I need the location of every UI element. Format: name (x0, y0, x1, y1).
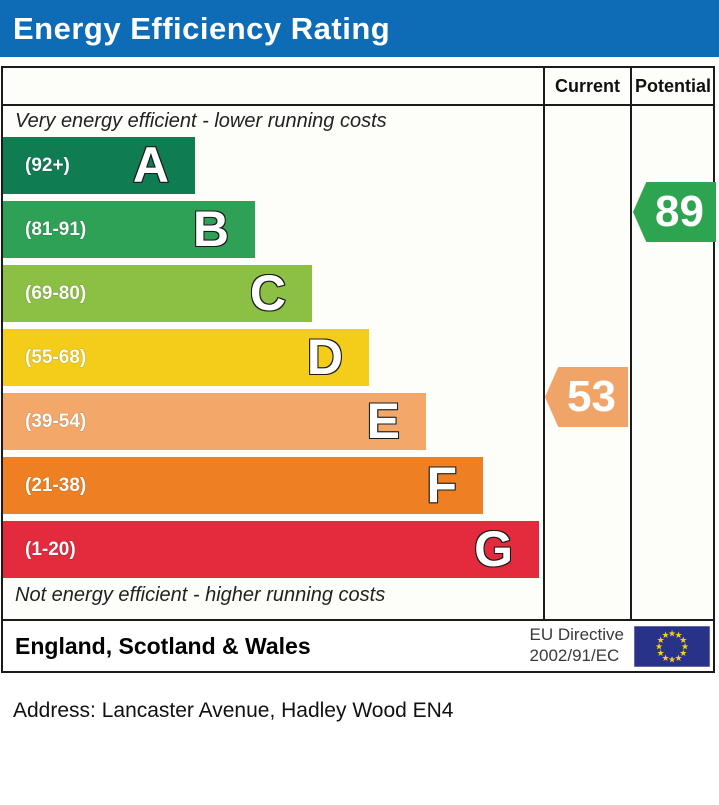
column-header-current: Current (554, 76, 620, 96)
svg-text:★: ★ (668, 655, 676, 665)
svg-text:★: ★ (674, 631, 682, 641)
potential-rating-arrow: 89 (633, 182, 716, 242)
column-divider-potential (630, 68, 632, 619)
band-g-letter: G (473, 520, 514, 578)
svg-text:★: ★ (668, 629, 676, 639)
band-c: (69-80) C (3, 264, 312, 322)
band-a-range: (92+) (25, 154, 70, 176)
svg-text:★: ★ (661, 653, 669, 663)
caption-not-efficient: Not energy efficient - higher running co… (15, 584, 386, 606)
svg-text:★: ★ (661, 631, 669, 641)
band-g-range: (1-20) (25, 538, 76, 560)
current-rating-value: 53 (567, 372, 616, 421)
band-d: (55-68) D (3, 328, 369, 386)
svg-text:★: ★ (655, 642, 663, 652)
footer-right-group: EU Directive 2002/91/EC ★ ★ ★ ★ ★ ★ ★ ★ … (530, 625, 713, 667)
svg-text:★: ★ (679, 636, 687, 646)
band-e-letter: E (366, 392, 401, 450)
region-label: England, Scotland & Wales (15, 632, 311, 659)
column-divider-current (543, 68, 545, 619)
svg-text:★: ★ (674, 653, 682, 663)
band-e-range: (39-54) (25, 410, 87, 432)
svg-text:★: ★ (679, 649, 687, 659)
chart-title-bar: Energy Efficiency Rating (0, 0, 719, 57)
band-c-range: (69-80) (25, 282, 87, 304)
band-a: (92+) A (3, 136, 195, 194)
column-header-potential: Potential (634, 76, 711, 96)
band-b-letter: B (192, 200, 230, 258)
band-f-letter: F (425, 456, 458, 514)
rating-table: Current Potential Very energy efficient … (1, 66, 716, 621)
current-rating-arrow: 53 (545, 367, 628, 427)
eu-directive-line1: EU Directive (529, 625, 624, 645)
band-f: (21-38) F (3, 456, 483, 514)
band-d-letter: D (306, 328, 344, 386)
band-a-letter: A (132, 136, 170, 194)
caption-very-efficient: Very energy efficient - lower running co… (15, 110, 387, 132)
band-b: (81-91) B (3, 200, 255, 258)
svg-text:★: ★ (657, 636, 665, 646)
eu-flag-icon: ★ ★ ★ ★ ★ ★ ★ ★ ★ ★ ★ ★ (634, 625, 710, 667)
page-title: Energy Efficiency Rating (13, 10, 391, 46)
band-c-letter: C (249, 264, 287, 322)
band-d-range: (55-68) (25, 346, 87, 368)
address-line: Address: Lancaster Avenue, Hadley Wood E… (13, 699, 454, 722)
band-e: (39-54) E (3, 392, 426, 450)
eu-directive-line2: 2002/91/EC (529, 646, 620, 665)
svg-text:★: ★ (681, 642, 689, 652)
band-b-range: (81-91) (25, 218, 87, 240)
svg-text:★: ★ (657, 649, 665, 659)
eu-directive-text: EU Directive 2002/91/EC (530, 625, 624, 666)
band-g: (1-20) G (3, 520, 539, 578)
band-f-range: (21-38) (25, 474, 87, 496)
footer-bar: England, Scotland & Wales EU Directive 2… (1, 619, 715, 673)
potential-rating-value: 89 (655, 187, 704, 236)
header-row-divider (3, 104, 713, 106)
